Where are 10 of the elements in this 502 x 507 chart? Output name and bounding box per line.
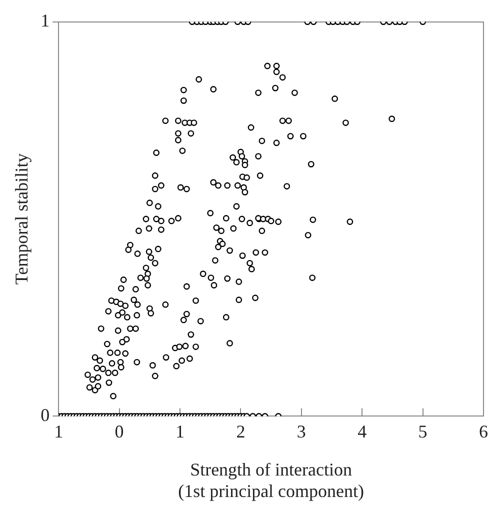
x-axis-title: Strength of interaction (1st principal component) xyxy=(178,459,364,501)
x-tick-label: 6 xyxy=(479,422,488,442)
x-tick-label: 2 xyxy=(236,422,246,442)
y-axis-title: Temporal stability xyxy=(12,153,32,285)
x-tick-label: 0 xyxy=(114,422,124,442)
x-tick-label: 1 xyxy=(54,422,64,442)
x-tick-label: 1 xyxy=(176,422,184,442)
x-tick-label: 3 xyxy=(296,422,306,442)
x-tick-label: 4 xyxy=(358,422,367,442)
x-tick-label: 5 xyxy=(418,422,428,442)
